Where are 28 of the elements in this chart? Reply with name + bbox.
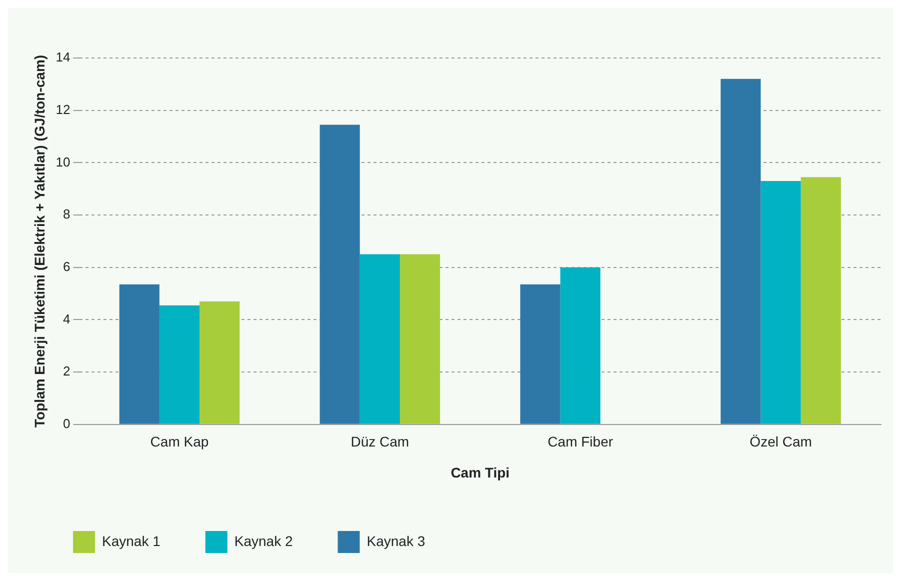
legend-label: Kaynak 1 <box>102 532 161 549</box>
y-tick-label: 14 <box>56 50 70 65</box>
bar <box>720 78 761 424</box>
bar <box>200 301 240 424</box>
legend-label: Kaynak 3 <box>366 532 426 549</box>
y-tick-label: 0 <box>63 416 70 431</box>
x-tick-label: Cam Fiber <box>548 434 614 450</box>
bar <box>400 254 440 424</box>
bar <box>119 284 160 424</box>
bar <box>159 305 200 424</box>
x-tick-label: Düz Cam <box>350 434 410 450</box>
bar <box>760 181 801 424</box>
x-tick-label: Özel Cam <box>750 434 812 450</box>
bar <box>560 267 600 424</box>
y-tick-label: 8 <box>63 206 70 222</box>
bar <box>520 284 560 424</box>
y-tick-label: 6 <box>63 258 70 274</box>
y-tick-label: 2 <box>63 364 70 379</box>
bar <box>320 124 360 424</box>
bar <box>800 177 841 424</box>
x-tick-label: Cam Kap <box>150 434 209 450</box>
y-axis-title: Toplam Enerji Tüketimi (Elektrik + Yakıtlar) (GJ/ton-cam) <box>31 54 48 428</box>
legend-label: Kaynak 2 <box>234 532 293 549</box>
y-tick-label: 10 <box>56 154 70 170</box>
bar <box>360 254 400 424</box>
y-tick-label: 12 <box>56 102 70 117</box>
x-axis-title: Cam Tipi <box>450 464 510 480</box>
y-tick-label: 4 <box>63 311 70 326</box>
